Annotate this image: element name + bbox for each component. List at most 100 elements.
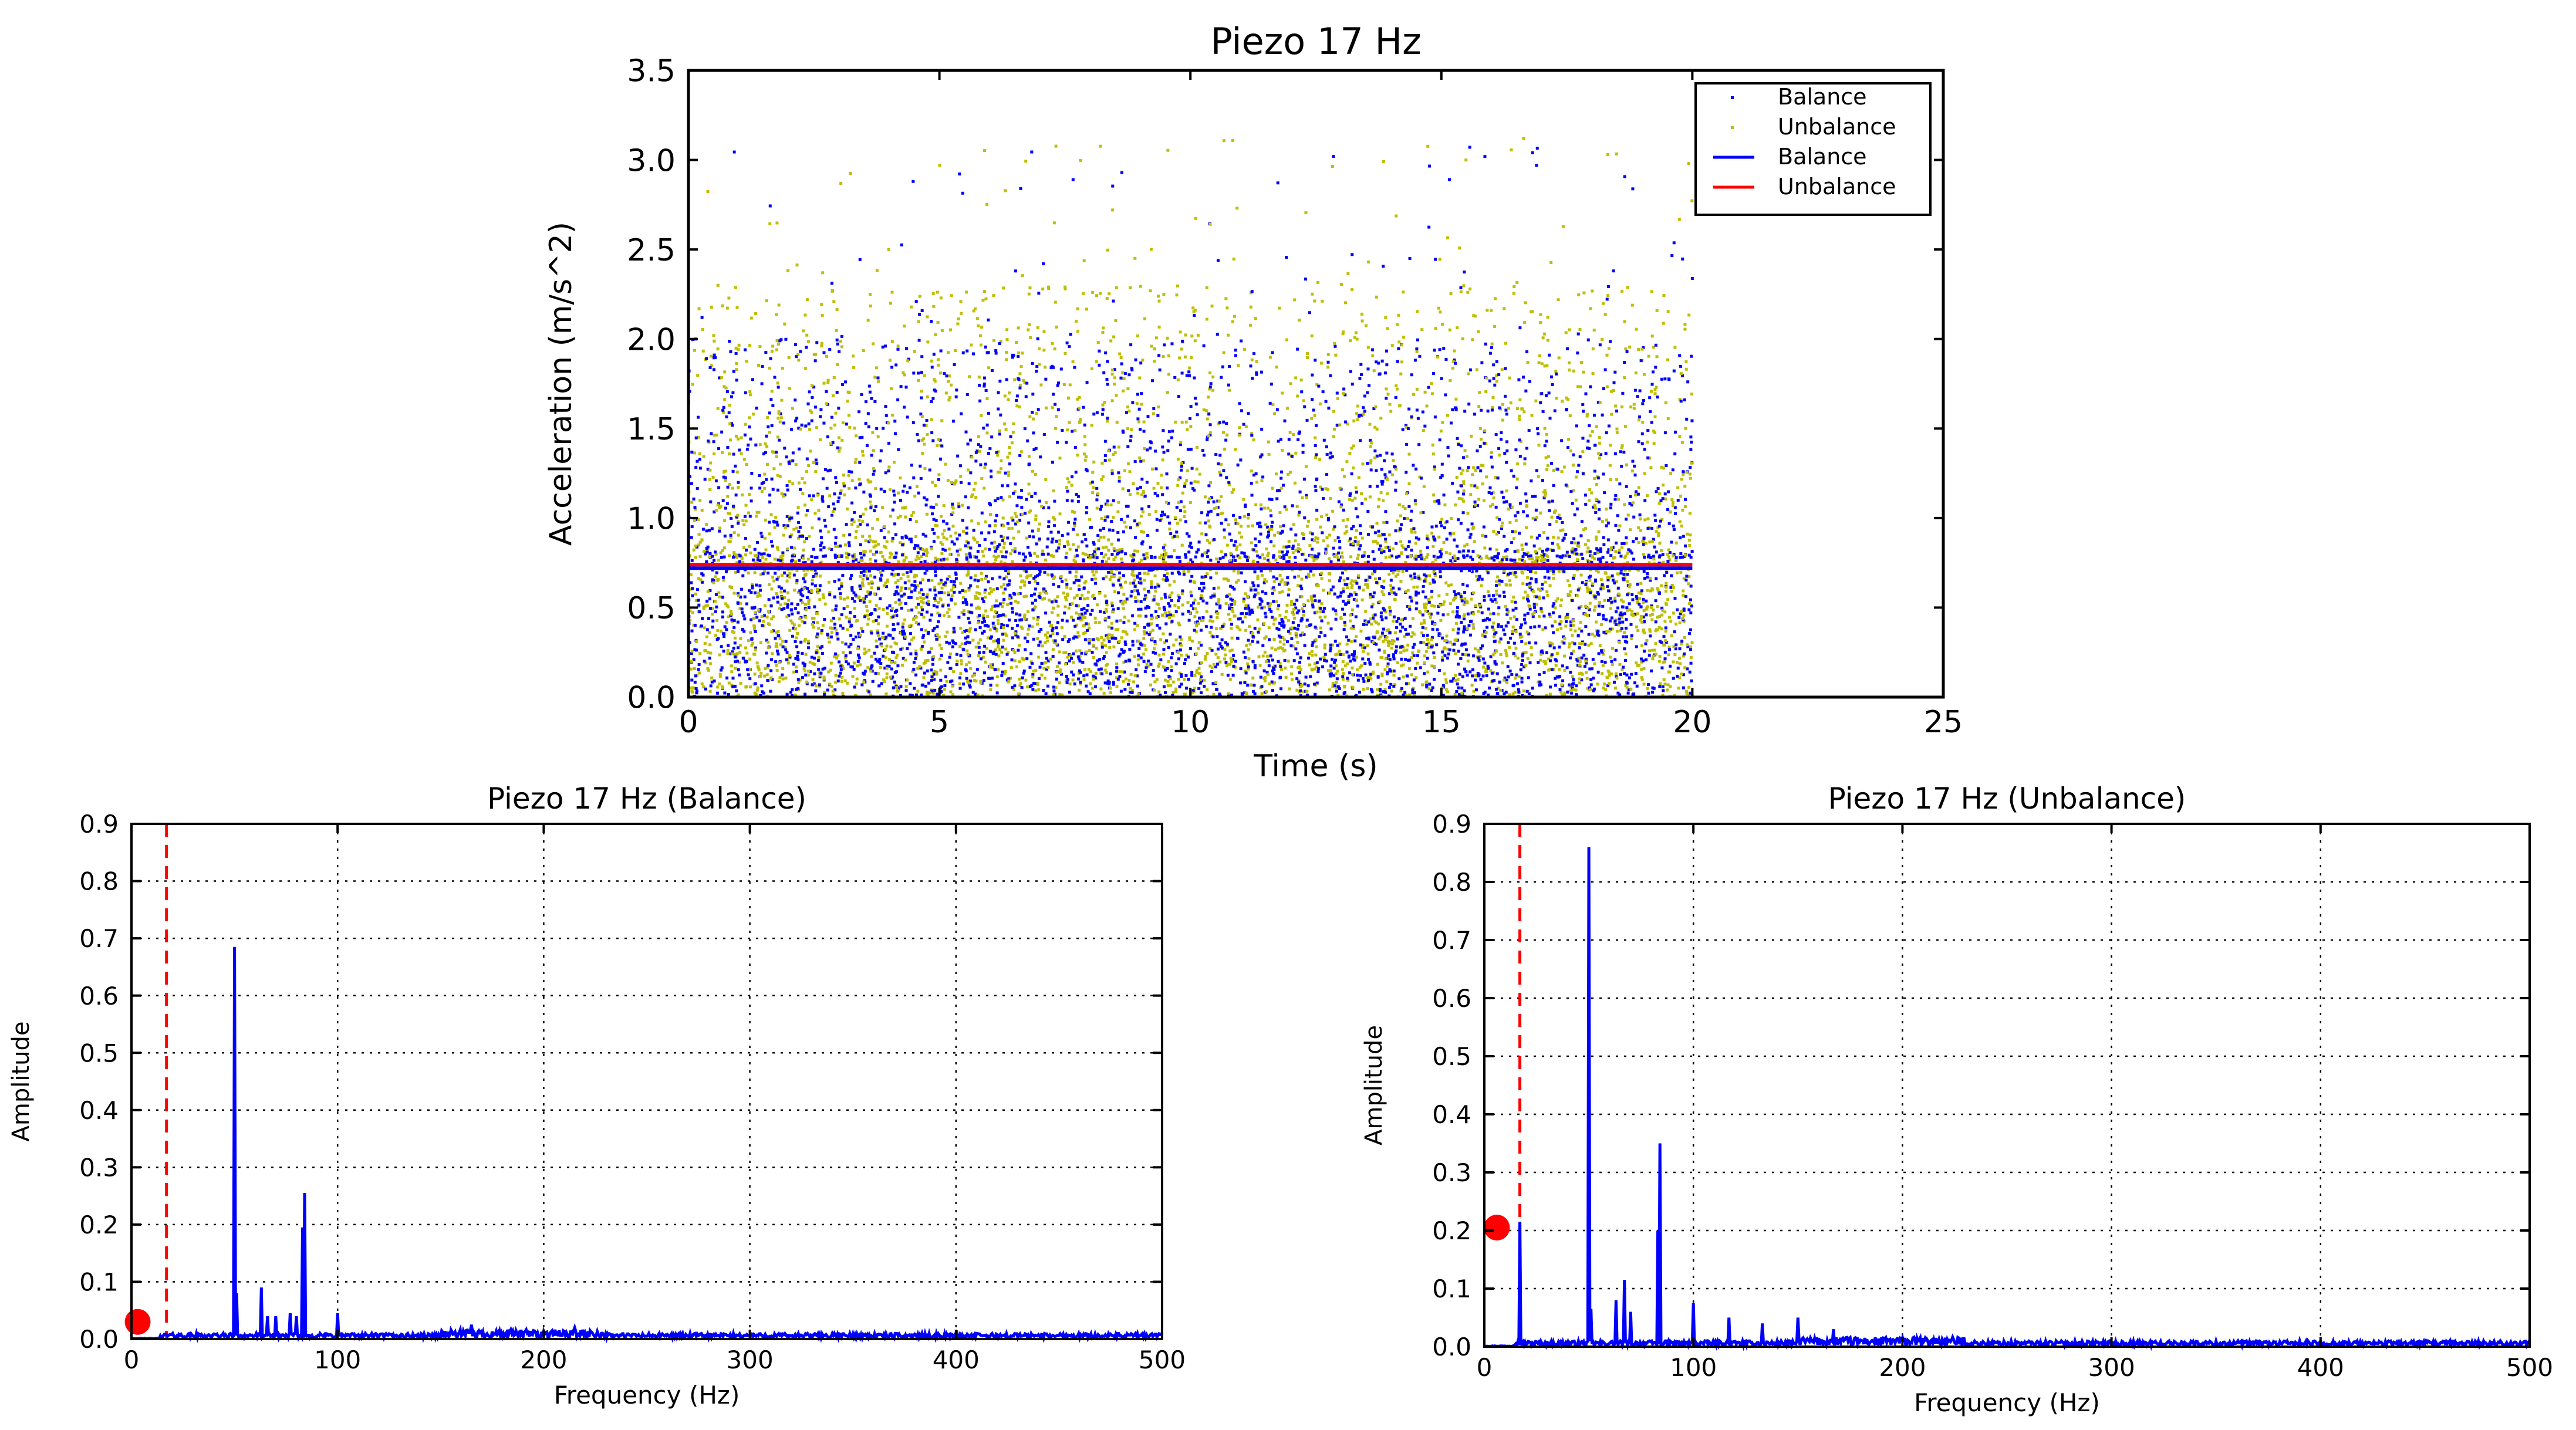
data-point	[982, 600, 985, 603]
data-point	[730, 586, 733, 589]
data-point	[736, 513, 740, 517]
data-point	[929, 618, 932, 622]
data-point	[897, 598, 901, 601]
data-point	[796, 353, 800, 356]
data-point	[750, 644, 754, 647]
data-point	[951, 639, 954, 643]
data-point	[1178, 671, 1181, 675]
data-point	[1525, 514, 1529, 518]
data-point	[694, 466, 698, 469]
data-point	[1290, 626, 1294, 630]
data-point	[848, 544, 851, 547]
data-point	[1332, 674, 1336, 677]
data-point	[1287, 630, 1290, 633]
data-point	[1347, 599, 1351, 602]
data-point	[1642, 543, 1646, 546]
data-point	[775, 451, 778, 454]
data-point	[1366, 687, 1369, 690]
data-point	[911, 511, 915, 514]
data-point	[1115, 676, 1118, 679]
data-point	[1681, 508, 1684, 512]
data-point	[1376, 485, 1379, 488]
data-point	[1170, 342, 1174, 346]
data-point	[879, 597, 882, 601]
data-point	[910, 561, 913, 564]
data-point	[1395, 384, 1398, 387]
data-point	[961, 631, 964, 634]
data-point	[946, 591, 950, 594]
data-point	[1448, 328, 1451, 332]
data-point	[1581, 403, 1585, 406]
data-point	[723, 398, 727, 401]
data-point	[1577, 606, 1581, 610]
data-point	[710, 432, 713, 435]
data-point	[1620, 446, 1623, 449]
data-point	[817, 517, 821, 520]
data-point	[1423, 654, 1426, 658]
data-point	[988, 587, 992, 590]
data-point	[1257, 630, 1260, 634]
data-point	[1543, 494, 1547, 498]
data-point	[827, 530, 830, 533]
data-point	[861, 577, 865, 581]
data-point	[1381, 633, 1385, 637]
data-point	[994, 351, 998, 355]
data-point	[1666, 598, 1670, 601]
data-point	[1397, 529, 1401, 533]
data-point	[708, 689, 712, 693]
data-point	[1633, 388, 1637, 392]
data-point	[1092, 644, 1095, 647]
data-point	[1538, 673, 1541, 677]
data-point	[1066, 532, 1070, 536]
data-point	[1444, 393, 1447, 397]
data-point	[1168, 583, 1171, 587]
data-point	[1270, 498, 1274, 502]
data-point	[694, 687, 698, 690]
data-point	[937, 363, 940, 367]
data-point	[1166, 684, 1170, 687]
data-point	[1537, 680, 1540, 684]
data-point	[1542, 491, 1546, 494]
data-point	[737, 343, 741, 347]
data-point	[1102, 691, 1106, 695]
data-point	[854, 486, 857, 490]
data-point	[1640, 432, 1644, 435]
data-point	[1520, 407, 1524, 411]
data-point	[698, 652, 702, 655]
data-point	[1008, 446, 1011, 449]
data-point	[1061, 534, 1064, 537]
data-point	[1441, 613, 1445, 617]
data-point	[1607, 285, 1611, 288]
data-point	[938, 371, 942, 375]
data-point	[1549, 685, 1552, 689]
data-point	[1356, 404, 1360, 408]
data-point	[1177, 572, 1181, 576]
data-point	[1227, 483, 1231, 486]
data-point	[1288, 471, 1292, 474]
scatter-points	[687, 137, 1694, 699]
data-point	[1189, 590, 1193, 594]
data-point	[1154, 449, 1157, 453]
data-point	[1405, 471, 1408, 474]
data-point	[1282, 524, 1285, 528]
data-point	[904, 515, 907, 519]
data-point	[1138, 521, 1142, 525]
data-point	[1102, 527, 1106, 530]
data-point	[1034, 514, 1038, 518]
data-point	[1690, 419, 1694, 422]
data-point	[1315, 424, 1318, 427]
data-point	[1585, 581, 1588, 584]
data-point	[1305, 625, 1309, 628]
data-point	[1032, 576, 1036, 580]
data-point	[1294, 539, 1297, 543]
data-point	[1515, 486, 1518, 489]
data-point	[840, 582, 843, 586]
data-point	[745, 651, 749, 655]
data-point	[1586, 338, 1590, 342]
data-point	[1504, 624, 1508, 628]
data-point	[1034, 473, 1037, 476]
data-point	[840, 438, 844, 442]
data-point	[794, 343, 797, 346]
data-point	[714, 593, 718, 596]
data-point	[1542, 614, 1546, 618]
